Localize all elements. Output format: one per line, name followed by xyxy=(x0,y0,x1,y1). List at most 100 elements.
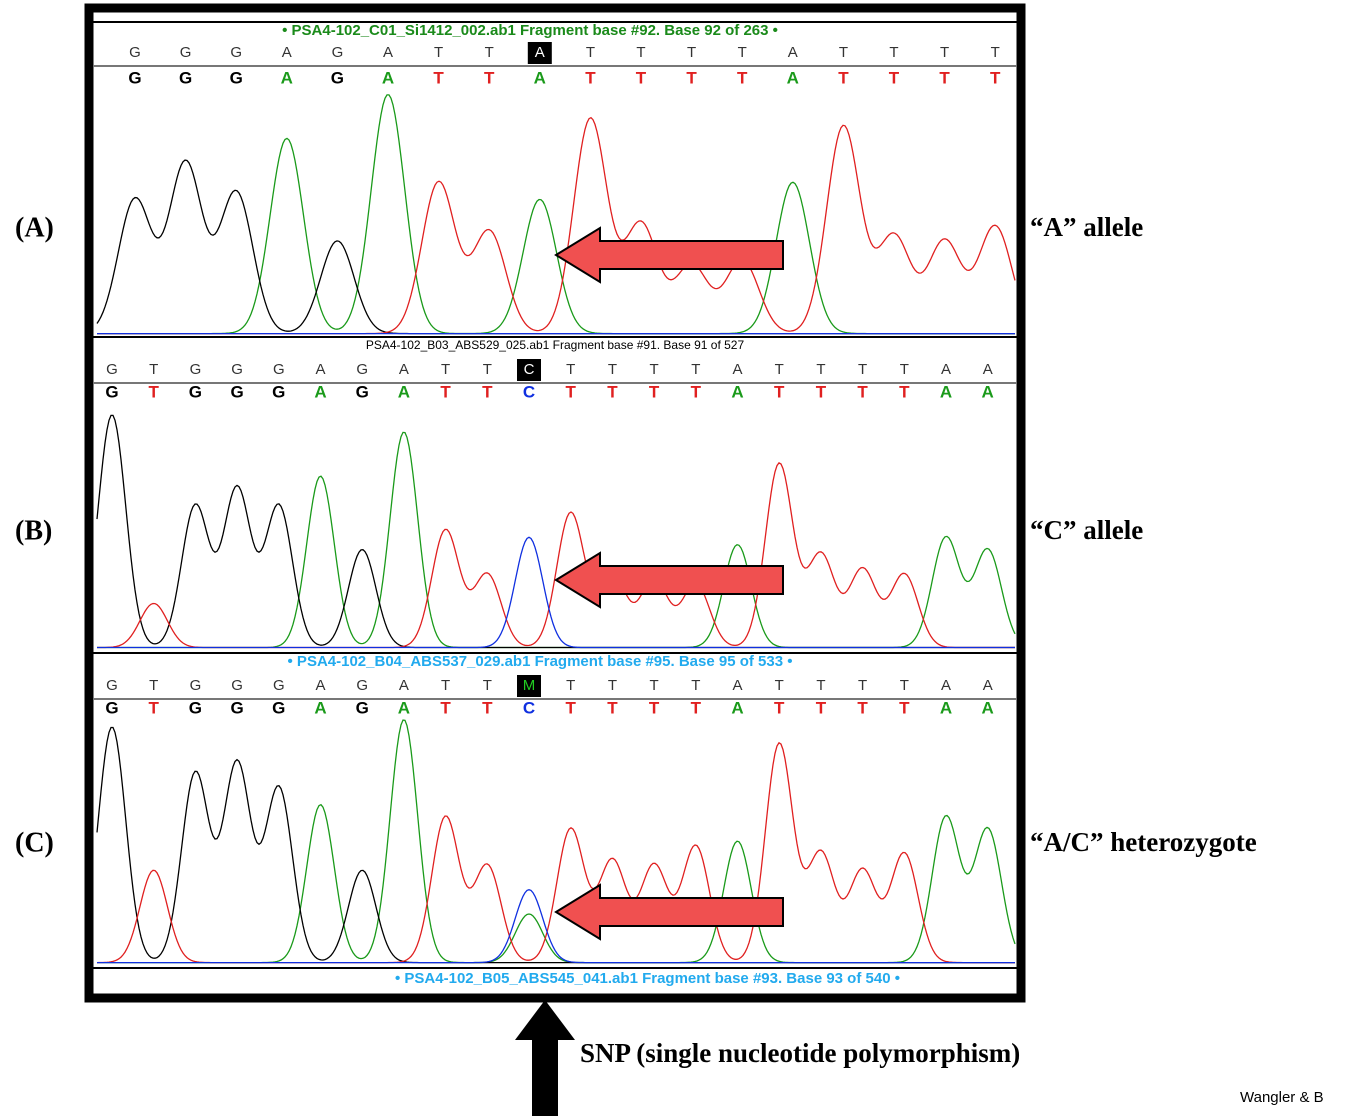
base: G xyxy=(190,361,202,378)
base: T xyxy=(691,677,700,694)
base: G xyxy=(356,677,368,694)
called-base: T xyxy=(857,698,868,717)
base: T xyxy=(839,44,848,61)
base: A xyxy=(383,44,393,61)
called-base: A xyxy=(281,68,293,87)
snp-arrow xyxy=(515,1000,575,1116)
called-base: A xyxy=(314,698,326,717)
called-base: G xyxy=(230,382,243,401)
called-base: A xyxy=(731,382,743,401)
file-header: • PSA4-102_B04_ABS537_029.ab1 Fragment b… xyxy=(288,653,793,670)
base: G xyxy=(273,677,285,694)
called-base: T xyxy=(440,382,451,401)
base: T xyxy=(483,361,492,378)
base: G xyxy=(129,44,141,61)
base: T xyxy=(441,677,450,694)
called-base: T xyxy=(566,382,577,401)
base: T xyxy=(940,44,949,61)
called-base: A xyxy=(982,382,994,401)
base: T xyxy=(608,361,617,378)
called-base: T xyxy=(484,68,495,87)
base: T xyxy=(900,677,909,694)
allele-label: “A/C” heterozygote xyxy=(1030,827,1257,857)
called-base: C xyxy=(523,382,535,401)
called-base: T xyxy=(774,698,785,717)
called-base: A xyxy=(382,68,394,87)
called-base: T xyxy=(774,382,785,401)
called-base: T xyxy=(816,382,827,401)
panel-label: (C) xyxy=(15,827,54,858)
footer-header: • PSA4-102_B05_ABS545_041.ab1 Fragment b… xyxy=(395,970,900,987)
called-base: T xyxy=(899,382,910,401)
base: T xyxy=(775,677,784,694)
file-header: • PSA4-102_C01_Si1412_002.ab1 Fragment b… xyxy=(282,22,778,39)
base: A xyxy=(983,677,993,694)
called-base: G xyxy=(272,698,285,717)
called-base: T xyxy=(607,382,618,401)
base: A xyxy=(535,44,545,61)
called-base: T xyxy=(691,382,702,401)
called-base: G xyxy=(356,382,369,401)
base: T xyxy=(900,361,909,378)
base: A xyxy=(732,361,742,378)
called-base: T xyxy=(838,68,849,87)
called-base: G xyxy=(128,68,141,87)
called-base: T xyxy=(482,382,493,401)
called-base: A xyxy=(787,68,799,87)
base: T xyxy=(566,677,575,694)
base: A xyxy=(732,677,742,694)
allele-label: “A” allele xyxy=(1030,212,1143,242)
base: G xyxy=(106,361,118,378)
called-base: T xyxy=(686,68,697,87)
allele-label: “C” allele xyxy=(1030,515,1143,545)
called-base: T xyxy=(889,68,900,87)
called-base: T xyxy=(649,698,660,717)
base: G xyxy=(231,677,243,694)
called-base: A xyxy=(314,382,326,401)
called-base: C xyxy=(523,698,535,717)
base: C xyxy=(524,361,535,378)
base: T xyxy=(816,677,825,694)
called-base: G xyxy=(230,698,243,717)
base: G xyxy=(190,677,202,694)
base: T xyxy=(485,44,494,61)
called-base: G xyxy=(356,698,369,717)
base: A xyxy=(399,361,409,378)
called-base: T xyxy=(857,382,868,401)
base: T xyxy=(636,44,645,61)
base: T xyxy=(889,44,898,61)
called-base: G xyxy=(189,698,202,717)
base: T xyxy=(691,361,700,378)
called-base: G xyxy=(179,68,192,87)
credit: Wangler & B xyxy=(1240,1089,1324,1106)
called-base: T xyxy=(899,698,910,717)
called-base: T xyxy=(566,698,577,717)
base: T xyxy=(858,361,867,378)
base: G xyxy=(180,44,192,61)
frame xyxy=(89,8,1021,998)
called-base: T xyxy=(939,68,950,87)
file-header: PSA4-102_B03_ABS529_025.ab1 Fragment bas… xyxy=(366,338,745,352)
called-base: T xyxy=(482,698,493,717)
called-base: A xyxy=(398,698,410,717)
called-base: T xyxy=(149,382,160,401)
base: T xyxy=(586,44,595,61)
called-base: G xyxy=(189,382,202,401)
base: G xyxy=(231,361,243,378)
called-base: T xyxy=(737,68,748,87)
base: A xyxy=(315,361,325,378)
base: T xyxy=(566,361,575,378)
base: T xyxy=(608,677,617,694)
base: M xyxy=(523,677,536,694)
called-base: G xyxy=(105,698,118,717)
called-base: T xyxy=(691,698,702,717)
called-base: A xyxy=(534,68,546,87)
base: T xyxy=(483,677,492,694)
called-base: T xyxy=(816,698,827,717)
called-base: T xyxy=(649,382,660,401)
base: G xyxy=(332,44,344,61)
panel-label: (A) xyxy=(15,212,54,243)
base: T xyxy=(816,361,825,378)
base: A xyxy=(315,677,325,694)
called-base: A xyxy=(940,382,952,401)
